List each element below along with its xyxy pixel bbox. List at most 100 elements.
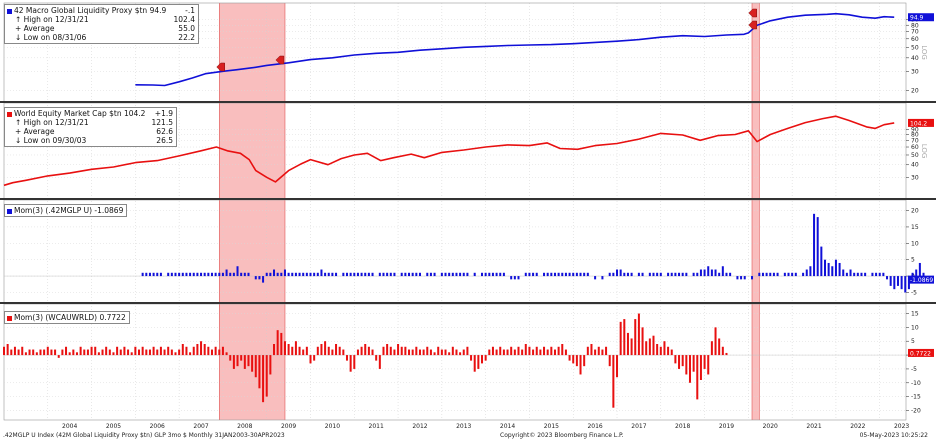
panel-4-bar [17, 349, 20, 356]
panel-4-bar [83, 349, 86, 356]
panel-4-bar [444, 349, 447, 356]
panel-4-bar [294, 341, 297, 356]
panel-3-bar [561, 272, 564, 277]
panel-4-bar [710, 341, 713, 356]
panel-3-bar [856, 272, 859, 277]
panel-3-bar [258, 276, 261, 280]
panel-3-bar [254, 276, 257, 280]
panel-3-bar [834, 259, 837, 277]
panel-3-bar [298, 272, 301, 277]
panel-4-bar [583, 355, 586, 367]
panel-3-y-tick--5: -5 [911, 289, 917, 296]
panel-4-bar [167, 346, 170, 356]
panel-4-bar [225, 352, 228, 356]
panel-4-bar [674, 355, 677, 364]
panel-4-bar [356, 349, 359, 356]
panel-4-bar [170, 349, 173, 356]
panel-3-bar [816, 217, 819, 277]
event-marker [216, 62, 225, 72]
panel-4-bar [360, 346, 363, 356]
panel-4-bar [451, 346, 454, 356]
panel-4-bar [276, 330, 279, 356]
panel-4-bar [466, 346, 469, 356]
panel-3-bar [667, 272, 670, 277]
panel-4-bar [364, 344, 367, 356]
panel-3-bar [685, 272, 688, 277]
panel-4-bar [342, 349, 345, 356]
panel-4-bar [448, 352, 451, 356]
legend-change: -.1 [185, 6, 195, 15]
footer-center: Copyright© 2023 Bloomberg Finance L.P. [500, 432, 624, 439]
panel-4-bar [331, 349, 334, 356]
panel-3-bar [725, 272, 728, 277]
panel-4-bar [535, 346, 538, 356]
panel-3-bar [145, 272, 148, 277]
panel-4-bar [488, 349, 491, 356]
panel-3-bar [608, 272, 611, 277]
panel-4-bar [39, 349, 42, 356]
panel-4-bar [656, 344, 659, 356]
panel-4-bar [634, 319, 637, 356]
panel-4-bar [13, 346, 16, 356]
panel-1-y-tick-30: 30 [911, 68, 919, 75]
panel-3-bar [853, 272, 856, 277]
legend-avg-label: Average [23, 24, 55, 33]
panel-3-bar [331, 272, 334, 277]
panel-4-bar [605, 346, 608, 356]
panel-4-bar [543, 346, 546, 356]
panel-4-bar [57, 355, 60, 358]
panel-2-last-value-label: 104.2 [910, 120, 927, 127]
panel-3-bar [320, 269, 323, 277]
panel-3-bar [283, 269, 286, 277]
panel-3-bar [499, 272, 502, 277]
panel-4-bar [579, 355, 582, 375]
legend-swatch-blue [7, 208, 12, 214]
panel-4-bar [105, 346, 108, 356]
panel-3-bar [802, 272, 805, 277]
panel-4-bar [433, 352, 436, 356]
panel-3-bar [429, 272, 432, 277]
panel-3-bar [214, 272, 217, 277]
panel-3-bar [364, 272, 367, 277]
panel-3-bar [875, 272, 878, 277]
panel-4-bar [265, 355, 268, 397]
x-tick-label-2022: 2022 [850, 423, 865, 430]
panel-4-bar [86, 349, 89, 356]
panel-4-bar [254, 355, 257, 378]
x-tick-label-2019: 2019 [719, 423, 734, 430]
panel-4-bar [418, 349, 421, 356]
panel-3-bar [243, 272, 246, 277]
panel-3-bar [221, 272, 224, 277]
panel-3-bar [626, 272, 629, 277]
panel-3-bar [418, 272, 421, 277]
panel-3-bar [192, 272, 195, 277]
panel-3-bar [823, 259, 826, 277]
panel-1-y-tick-80: 80 [911, 22, 919, 29]
panel-4-bar [324, 341, 327, 356]
panel-4-bar [309, 355, 312, 364]
panel-3-bar [553, 272, 556, 277]
panel-4-y-tick--10: -10 [911, 380, 921, 387]
panel-3-bar [619, 269, 622, 277]
panel-3-bar [820, 246, 823, 277]
x-tick-label-2015: 2015 [544, 423, 559, 430]
panel-4-bar [79, 346, 82, 356]
legend-swatch-blue [7, 8, 12, 14]
panel-4-bar [72, 349, 75, 356]
panel-4-bar [685, 355, 688, 375]
panel-4-bar [119, 349, 122, 356]
panel-4-bar [397, 344, 400, 356]
panel-4-bar [426, 346, 429, 356]
panel-3-bar [181, 272, 184, 277]
x-tick-label-2016: 2016 [587, 423, 602, 430]
panel-3-bar [148, 272, 151, 277]
panel-3-bar [225, 269, 228, 277]
panel-3-bar [696, 272, 699, 277]
panel-4-bar [50, 349, 53, 356]
panel-4-bar [316, 346, 319, 356]
panel-2-y-tick-80: 80 [911, 131, 919, 138]
panel-3-bar [535, 272, 538, 277]
panel-4-bar [28, 349, 31, 356]
panel-4-bar [189, 352, 192, 356]
